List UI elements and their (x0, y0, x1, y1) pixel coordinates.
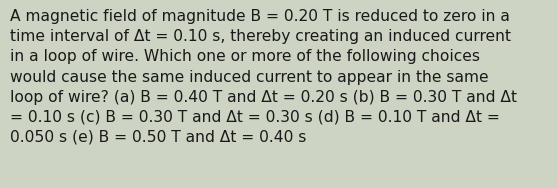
Text: A magnetic field of magnitude B = 0.20 T is reduced to zero in a
time interval o: A magnetic field of magnitude B = 0.20 T… (10, 9, 517, 145)
